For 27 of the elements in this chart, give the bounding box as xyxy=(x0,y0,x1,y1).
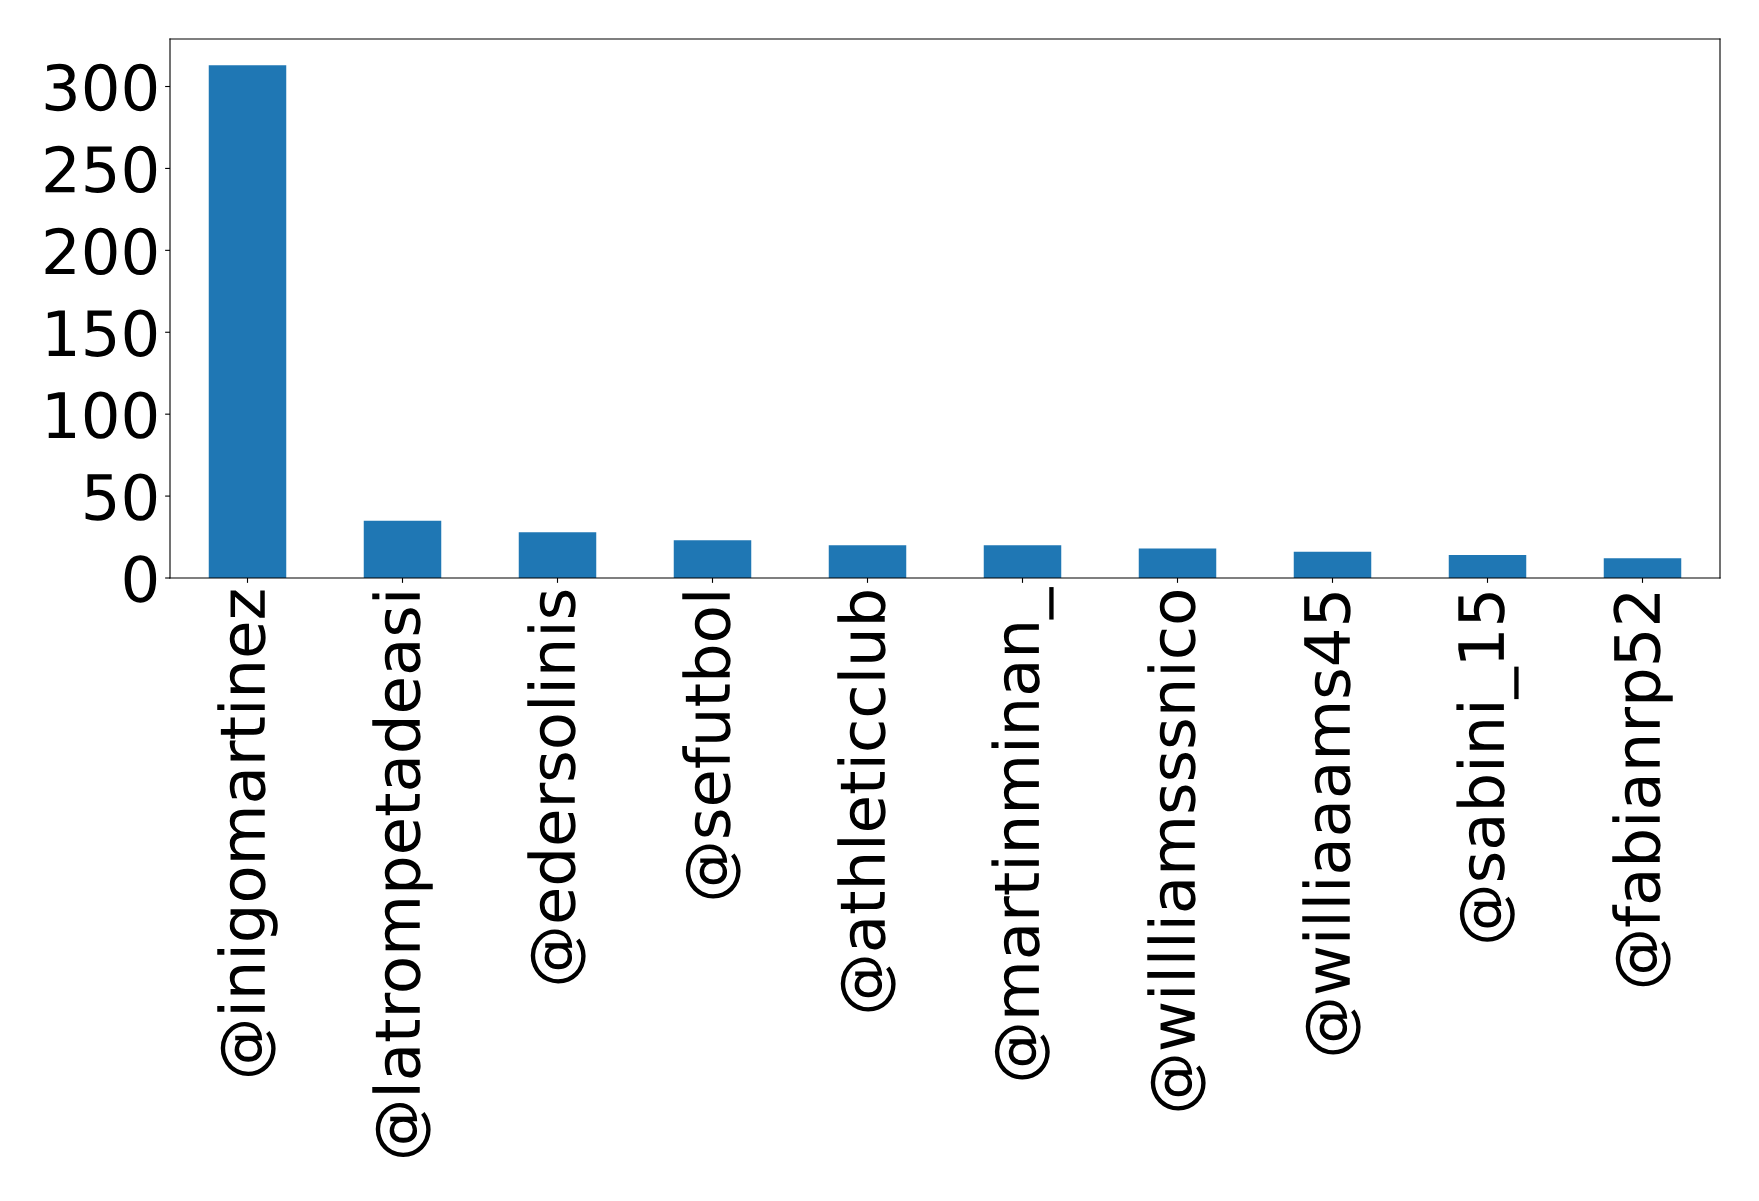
x-tick-label: @inigomartinez xyxy=(217,590,278,1076)
bar xyxy=(363,520,442,578)
y-tick-label: 150 xyxy=(47,309,157,357)
x-tick-label: @martinminan_ xyxy=(991,587,1054,1080)
x-tick-label: @willliamsssnico xyxy=(1147,591,1206,1111)
y-tick-label: 250 xyxy=(45,145,157,194)
bar xyxy=(983,545,1062,578)
bar xyxy=(208,65,287,578)
bar xyxy=(1293,551,1372,578)
bar xyxy=(828,545,907,578)
y-tick-label: 0 xyxy=(124,555,157,603)
y-tick-label: 100 xyxy=(47,391,157,439)
y-tick-label: 300 xyxy=(45,63,157,112)
bar xyxy=(1603,558,1682,578)
bar xyxy=(1138,548,1217,578)
x-tick-label: @athleticclub xyxy=(837,591,896,1012)
y-tick-label: 200 xyxy=(45,227,157,275)
bar xyxy=(673,540,752,578)
x-tick-label: @williaaams45 xyxy=(1302,593,1361,1055)
y-tick-label: 50 xyxy=(85,473,157,521)
x-tick-label: @sefutbol xyxy=(682,593,741,899)
x-tick-label: @latrompetadeasi xyxy=(372,593,433,1157)
bar xyxy=(518,532,597,578)
bar xyxy=(1448,555,1527,578)
x-tick-label: @edersolinis xyxy=(527,590,586,984)
x-tick-label: @fabianrp52 xyxy=(1612,593,1673,987)
x-tick-label: @sabini_15 xyxy=(1456,593,1519,942)
